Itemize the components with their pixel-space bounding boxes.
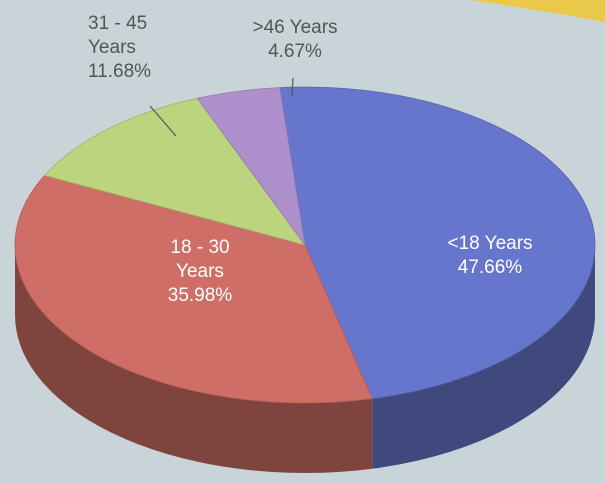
category-label: <18 Years [420, 232, 560, 256]
category-label: 31 - 45 Years [88, 12, 178, 60]
value-label: 47.66% [420, 256, 560, 280]
corner-decoration [470, 0, 605, 22]
category-label: 18 - 30 Years [150, 236, 250, 284]
value-label: 11.68% [88, 60, 178, 84]
chart: <18 Years47.66% 18 - 30 Years35.98% 31 - 4… [0, 0, 605, 483]
value-label: 4.67% [225, 40, 365, 64]
value-label: 35.98% [150, 284, 250, 308]
category-label: >46 Years [225, 16, 365, 40]
